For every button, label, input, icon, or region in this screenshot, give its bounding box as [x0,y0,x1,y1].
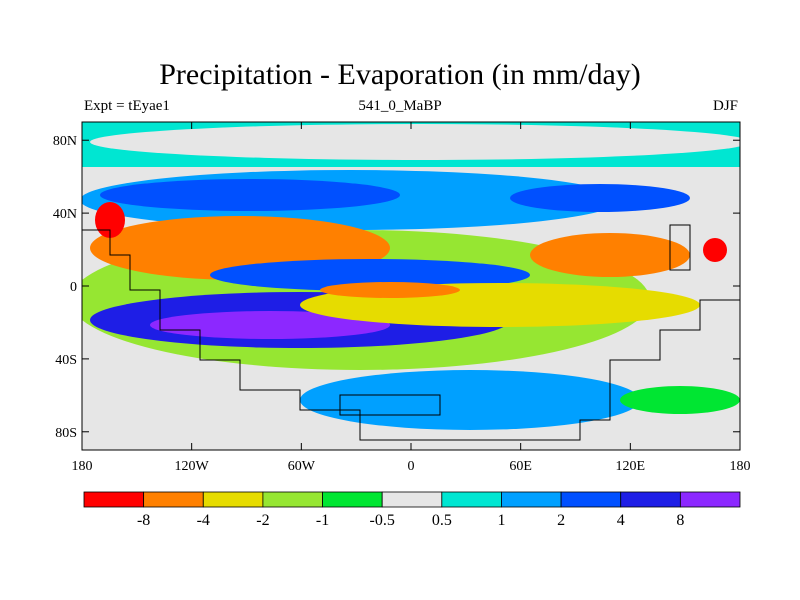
lat-tick-label: 0 [70,280,77,295]
colorbar-swatch [560,491,622,508]
lon-tick-label: 120E [616,459,646,474]
colorbar-label: -4 [197,512,210,529]
lon-tick-label: 0 [408,459,415,474]
north-storm-track [100,179,400,211]
colorbar-swatch [381,491,443,508]
lon-tick-label: 60W [288,459,316,474]
lat-tick-label: 80S [55,426,77,441]
continent-outline [82,229,740,441]
north-hotspot-east [703,238,727,262]
lat-tick-label: 40N [53,207,77,222]
colorbar-swatch [501,491,562,508]
colorbar-label: -0.5 [370,512,395,529]
longitude-axis: 180 120W 60W 0 60E 120E 180 [72,122,751,474]
colorbar-label: -2 [256,512,269,529]
north-dry-zone-east [530,233,690,277]
lon-tick-label: 60E [509,459,532,474]
equatorial-dry-core [320,282,460,298]
colorbar-label: -1 [316,512,329,529]
colorbar-label: 0.5 [432,512,452,529]
antarctic-outline [339,394,441,416]
colorbar-label: 2 [557,512,565,529]
itcz [210,259,530,291]
latitude-axis: 80N 40N 0 40S 80S [53,134,740,441]
south-ocean-wet [300,370,640,430]
colorbar-swatch [322,491,383,508]
contour-field [82,122,740,450]
north-storm-track-east [510,184,690,212]
colorbar-swatch [262,491,323,508]
colorbar-label: -8 [137,512,150,529]
colorbar: -8 -4 -2 -1 -0.5 0.5 1 2 4 8 [83,491,741,529]
colorbar-swatch [202,491,264,508]
colorbar-swatch [441,491,502,508]
arctic-dry-patch [90,124,740,160]
lon-tick-label: 120W [175,459,210,474]
season-label: DJF [712,98,738,114]
colorbar-swatch [83,491,145,508]
lat-tick-label: 40S [55,353,77,368]
southeast-green [620,386,740,414]
colorbar-swatch [679,491,741,508]
chart-title: Precipitation - Evaporation (in mm/day) [159,58,641,91]
colorbar-label: 8 [676,512,684,529]
colorbar-label: 4 [617,512,625,529]
lat-tick-label: 80N [53,134,77,149]
experiment-label: Expt = tEyae1 [84,98,170,114]
colorbar-swatch [620,491,681,508]
north-hotspot-west [95,202,125,238]
south-convergence-core [150,311,390,339]
lon-tick-label: 180 [730,459,751,474]
island-outline [669,224,691,271]
period-label: 541_0_MaBP [358,98,442,114]
lon-tick-label: 180 [72,459,93,474]
colorbar-label: 1 [497,512,505,529]
colorbar-swatch [143,491,204,508]
